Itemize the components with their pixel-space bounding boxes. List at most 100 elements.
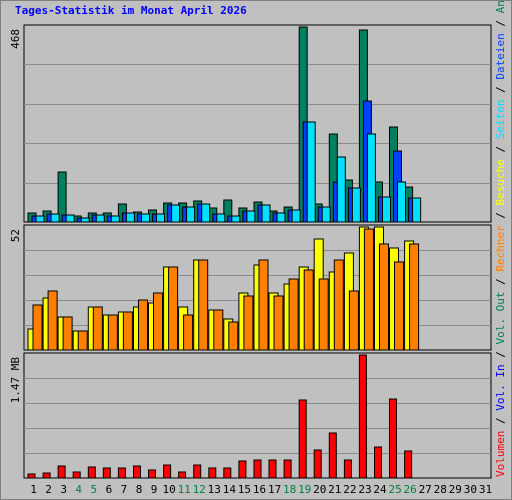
- x-tick-label: 28: [434, 483, 447, 496]
- bar-seiten-day-24: [382, 196, 391, 223]
- bar-seiten-day-9: [156, 213, 165, 223]
- bar-rechner-day-26: [409, 243, 420, 351]
- bar-rechner-day-5: [92, 306, 103, 351]
- bar-rechner-day-13: [213, 309, 224, 351]
- bar-rechner-day-9: [153, 292, 163, 351]
- x-tick-label: 14: [223, 483, 237, 496]
- legend-entry: Anfragen: [494, 1, 507, 13]
- x-tick-label: 7: [121, 483, 128, 496]
- bar-volumen-day-21: [328, 432, 337, 479]
- bar-seiten-day-1: [35, 215, 45, 223]
- x-tick-label: 24: [373, 483, 387, 496]
- bar-rechner-day-21: [333, 259, 344, 351]
- bar-volumen-day-2: [42, 472, 51, 479]
- plot-area-top: [23, 24, 492, 223]
- bar-volumen-day-23: [358, 354, 367, 479]
- x-tick-label: 13: [208, 483, 221, 496]
- panel-bottom: 1.47 MB: [9, 352, 492, 479]
- bar-volumen-day-10: [163, 464, 172, 479]
- bar-rechner-day-7: [122, 311, 133, 351]
- bar-volumen-day-6: [102, 467, 111, 479]
- bar-volumen-day-16: [253, 459, 262, 479]
- chart-title: Tages-Statistik im Monat April 2026: [15, 4, 247, 17]
- bar-rechner-day-12: [198, 259, 209, 351]
- bar-seiten-day-13: [216, 213, 226, 223]
- y-tick-label: 1.47 MB: [9, 357, 22, 404]
- panel-top: 468: [9, 24, 492, 223]
- bar-seiten-day-6: [110, 215, 120, 223]
- bar-volumen-day-4: [72, 471, 81, 479]
- bar-rechner-day-10: [168, 266, 179, 351]
- x-tick-label: 15: [238, 483, 251, 496]
- bar-volumen-day-7: [117, 467, 126, 479]
- x-tick-label: 3: [60, 483, 67, 496]
- bar-seiten-day-12: [201, 203, 211, 223]
- bar-seiten-day-18: [291, 209, 301, 223]
- bar-rechner-day-8: [138, 299, 148, 351]
- bar-volumen-day-15: [238, 460, 247, 479]
- bar-seiten-day-11: [186, 206, 196, 223]
- x-tick-label: 25: [388, 483, 401, 496]
- bar-seiten-day-21: [336, 156, 346, 223]
- bar-volumen-day-19: [298, 399, 307, 479]
- bar-seiten-day-25: [397, 181, 406, 223]
- legend-entry: Volumen: [494, 431, 507, 477]
- bar-volumen-day-20: [313, 449, 322, 479]
- bar-volumen-day-12: [193, 464, 202, 479]
- x-tick-label: 1: [30, 483, 37, 496]
- x-tick-label: 9: [151, 483, 158, 496]
- x-tick-label: 30: [464, 483, 477, 496]
- bar-seiten-day-19: [306, 121, 316, 223]
- legend-entry: Dateien: [494, 33, 507, 79]
- bar-seiten-day-23: [366, 133, 376, 223]
- bar-volumen-day-22: [343, 459, 352, 479]
- bar-volumen-day-5: [87, 466, 96, 479]
- bar-volumen-day-1: [27, 473, 36, 479]
- legend-entry: Rechner: [494, 225, 507, 272]
- x-tick-label: 19: [298, 483, 311, 496]
- x-tick-label: 10: [162, 483, 175, 496]
- bar-seiten-day-16: [261, 204, 271, 223]
- bar-volumen-day-9: [148, 469, 156, 479]
- legend-separator: /: [494, 272, 507, 292]
- legend-entry: Vol. In: [494, 364, 507, 410]
- bar-rechner-day-20: [318, 278, 329, 351]
- bar-rechner-day-25: [394, 261, 404, 351]
- bar-volumen-day-14: [223, 467, 232, 479]
- panel-middle: 52: [9, 224, 492, 351]
- x-tick-label: 18: [283, 483, 296, 496]
- legend: Volumen / Vol. In / Vol. Out / Rechner /…: [494, 1, 507, 477]
- bar-seiten-day-4: [80, 217, 90, 223]
- x-tick-label: 23: [358, 483, 371, 496]
- bar-rechner-day-23: [363, 228, 374, 351]
- bar-rechner-day-15: [243, 295, 254, 351]
- x-tick-label: 31: [479, 483, 492, 496]
- legend-separator: /: [494, 411, 507, 431]
- bar-rechner-day-6: [107, 314, 118, 351]
- bar-volumen-day-25: [389, 398, 397, 479]
- x-tick-label: 16: [253, 483, 266, 496]
- legend-separator: /: [494, 345, 507, 365]
- x-tick-label: 20: [313, 483, 326, 496]
- x-tick-label: 6: [106, 483, 113, 496]
- bar-rechner-day-14: [228, 321, 239, 351]
- bar-rechner-day-22: [348, 290, 359, 351]
- bar-volumen-day-17: [268, 459, 277, 479]
- bar-volumen-day-8: [133, 465, 141, 479]
- bar-rechner-day-4: [77, 330, 88, 351]
- bar-seiten-day-5: [95, 214, 105, 223]
- bar-seiten-day-20: [321, 206, 331, 223]
- bar-rechner-day-11: [183, 314, 194, 351]
- bar-seiten-day-2: [50, 213, 60, 223]
- x-tick-label: 4: [75, 483, 82, 496]
- legend-entry: Vol. Out: [494, 292, 507, 345]
- x-tick-label: 27: [419, 483, 432, 496]
- bar-rechner-day-18: [288, 278, 299, 351]
- legend-separator: /: [494, 205, 507, 225]
- y-tick-label: 468: [9, 29, 22, 49]
- bar-volumen-day-11: [178, 471, 187, 479]
- legend-entry: Seiten: [494, 99, 507, 139]
- x-tick-label: 21: [328, 483, 341, 496]
- bar-rechner-day-24: [379, 243, 389, 351]
